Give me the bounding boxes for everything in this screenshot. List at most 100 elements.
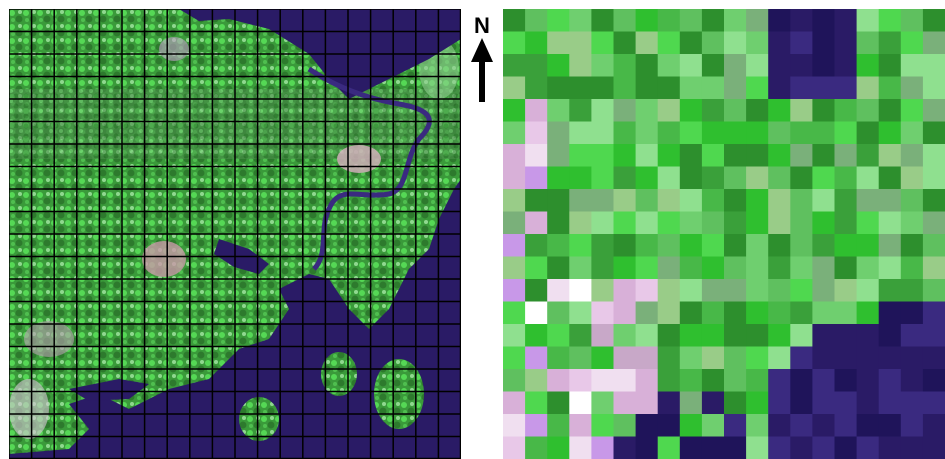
image-pixel (569, 346, 592, 370)
image-pixel (613, 436, 637, 459)
image-pixel (635, 99, 659, 122)
image-pixel (768, 166, 791, 190)
north-arrow-indicator: N (464, 14, 500, 106)
image-pixel (812, 346, 835, 370)
image-pixel (900, 121, 924, 145)
image-pixel (547, 391, 570, 415)
image-pixel (701, 31, 725, 55)
image-pixel (724, 436, 747, 459)
image-pixel (768, 301, 791, 325)
image-pixel (701, 211, 725, 235)
image-pixel (746, 391, 769, 415)
image-pixel (768, 324, 791, 347)
image-pixel (768, 31, 791, 55)
image-pixel (790, 301, 813, 325)
image-pixel (679, 436, 703, 459)
image-pixel (834, 301, 858, 325)
image-pixel (569, 31, 592, 55)
image-pixel (679, 346, 703, 370)
image-pixel (591, 99, 614, 122)
image-pixel (790, 414, 813, 437)
image-pixel (812, 391, 835, 415)
image-pixel (503, 369, 526, 392)
image-pixel (635, 256, 659, 280)
image-pixel (657, 324, 681, 347)
image-pixel (635, 166, 659, 190)
image-pixel (547, 144, 570, 167)
image-pixel (679, 99, 703, 122)
image-pixel (922, 279, 945, 302)
image-pixel (503, 211, 526, 235)
image-pixel (569, 324, 592, 347)
image-pixel (525, 189, 548, 212)
image-pixel (547, 279, 570, 302)
image-pixel (768, 54, 791, 77)
image-pixel (635, 54, 659, 77)
image-pixel (724, 369, 747, 392)
image-pixel (701, 256, 725, 280)
image-pixel (812, 31, 835, 55)
image-pixel (922, 166, 945, 190)
image-pixel (525, 144, 548, 167)
image-pixel (922, 9, 945, 32)
image-pixel (679, 189, 703, 212)
image-pixel (724, 414, 747, 437)
image-pixel (768, 121, 791, 145)
image-pixel (922, 99, 945, 122)
image-pixel (679, 414, 703, 437)
image-pixel (922, 324, 945, 347)
pixelated-image (503, 9, 945, 459)
image-pixel (657, 211, 681, 235)
image-pixel (790, 31, 813, 55)
image-pixel (657, 391, 681, 415)
image-pixel (724, 166, 747, 190)
image-pixel (547, 189, 570, 212)
image-pixel (878, 211, 902, 235)
image-pixel (657, 99, 681, 122)
image-pixel (547, 301, 570, 325)
image-pixel (613, 31, 637, 55)
image-pixel (569, 211, 592, 235)
image-pixel (591, 31, 614, 55)
image-pixel (679, 166, 703, 190)
image-pixel (900, 54, 924, 77)
image-pixel (746, 144, 769, 167)
image-pixel (679, 144, 703, 167)
image-pixel (768, 99, 791, 122)
image-pixel (591, 234, 614, 257)
image-pixel (878, 144, 902, 167)
image-pixel (635, 279, 659, 302)
image-pixel (900, 31, 924, 55)
image-pixel (613, 76, 637, 100)
image-pixel (503, 121, 526, 145)
image-pixel (922, 436, 945, 459)
image-pixel (613, 256, 637, 280)
image-pixel (569, 76, 592, 100)
image-pixel (812, 99, 835, 122)
image-pixel (856, 391, 880, 415)
image-pixel (746, 369, 769, 392)
image-pixel (701, 301, 725, 325)
image-pixel (900, 324, 924, 347)
image-pixel (657, 256, 681, 280)
image-pixel (569, 436, 592, 459)
image-pixel (900, 144, 924, 167)
image-pixel (701, 391, 725, 415)
image-pixel (591, 144, 614, 167)
image-pixel (701, 414, 725, 437)
satellite-image-grid (9, 9, 461, 459)
image-pixel (724, 279, 747, 302)
image-pixel (679, 54, 703, 77)
image-pixel (635, 211, 659, 235)
image-pixel (724, 234, 747, 257)
image-pixel (746, 189, 769, 212)
image-pixel (900, 436, 924, 459)
image-pixel (724, 301, 747, 325)
north-label: N (474, 13, 490, 38)
image-pixel (878, 76, 902, 100)
image-pixel (613, 391, 637, 415)
image-pixel (900, 414, 924, 437)
image-pixel (591, 324, 614, 347)
image-pixel (569, 54, 592, 77)
image-pixel (856, 166, 880, 190)
